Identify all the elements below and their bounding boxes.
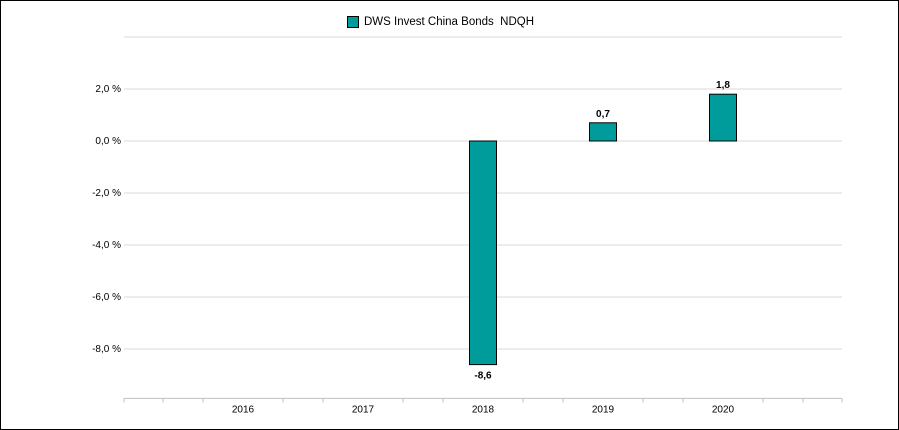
x-axis: 2016 2017 2018 2019 2020 bbox=[123, 397, 843, 415]
y-tick-label: -4,0 % bbox=[92, 240, 121, 251]
data-label: -8,6 bbox=[474, 371, 492, 382]
data-labels: -8,6 0,7 1,8 bbox=[474, 80, 730, 381]
y-axis: 2,0 % 0,0 % -2,0 % -4,0 % -6,0 % -8,0 % bbox=[92, 84, 121, 355]
x-tick-label: 2020 bbox=[712, 404, 735, 415]
y-tick-label: -6,0 % bbox=[92, 292, 121, 303]
y-tick-label: 2,0 % bbox=[95, 84, 121, 95]
y-tick-label: 0,0 % bbox=[95, 136, 121, 147]
x-tick-label: 2016 bbox=[232, 404, 255, 415]
bars bbox=[469, 93, 737, 366]
legend: DWS Invest China Bonds NDQH bbox=[347, 14, 534, 30]
legend-swatch bbox=[347, 16, 359, 28]
x-tick-label: 2018 bbox=[472, 404, 495, 415]
x-tick-label: 2019 bbox=[592, 404, 615, 415]
bar bbox=[709, 93, 737, 142]
y-tick-label: -2,0 % bbox=[92, 188, 121, 199]
data-label: 0,7 bbox=[596, 109, 610, 120]
bar bbox=[589, 122, 617, 142]
bar bbox=[469, 140, 497, 366]
data-label: 1,8 bbox=[716, 80, 730, 91]
x-tick-label: 2017 bbox=[352, 404, 375, 415]
legend-label: DWS Invest China Bonds NDQH bbox=[364, 16, 535, 28]
y-tick-label: -8,0 % bbox=[92, 344, 121, 355]
